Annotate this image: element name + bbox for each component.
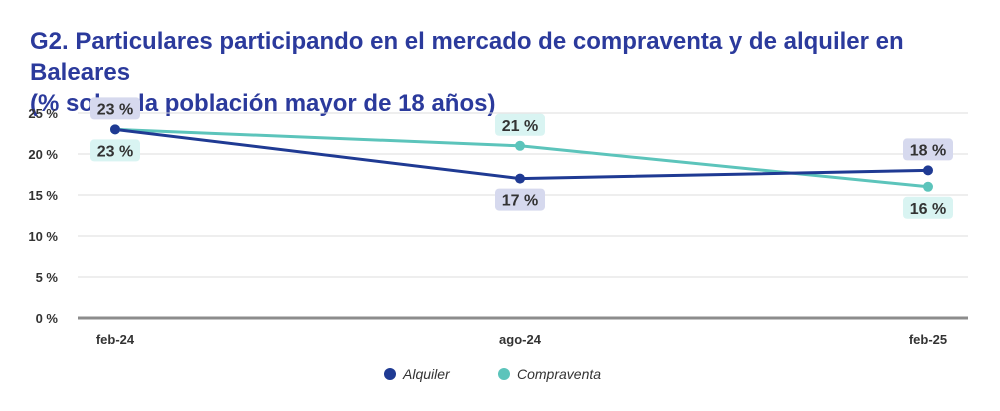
y-tick-label: 25 % xyxy=(28,106,58,121)
data-label-compraventa: 23 % xyxy=(97,143,133,160)
x-tick-label: feb-25 xyxy=(909,332,947,347)
data-label-bg-compraventa xyxy=(495,113,545,136)
y-tick-label: 0 % xyxy=(36,311,59,326)
chart-title-line-1: G2. Particulares participando en el merc… xyxy=(30,28,904,86)
y-tick-label: 10 % xyxy=(28,229,58,244)
data-label-bg-compraventa xyxy=(903,196,953,219)
data-point-alquiler xyxy=(515,173,525,184)
data-point-compraventa xyxy=(515,140,525,151)
data-label-bg-compraventa xyxy=(90,139,140,162)
data-label-bg-alquiler xyxy=(90,97,140,120)
data-label-compraventa: 16 % xyxy=(910,201,946,218)
data-point-alquiler xyxy=(923,165,933,176)
legend-marker-alquiler xyxy=(384,368,396,380)
data-label-bg-alquiler xyxy=(495,188,545,211)
data-label-alquiler: 18 % xyxy=(910,142,946,159)
data-label-alquiler: 17 % xyxy=(502,193,538,210)
legend-label-alquiler: Alquiler xyxy=(402,366,451,382)
legend-label-compraventa: Compraventa xyxy=(517,366,601,382)
data-point-alquiler xyxy=(110,124,120,135)
y-tick-label: 5 % xyxy=(36,270,59,285)
data-label-alquiler: 23 % xyxy=(97,101,133,118)
y-tick-label: 15 % xyxy=(28,188,58,203)
chart-title: G2. Particulares participando en el merc… xyxy=(30,26,970,119)
data-point-compraventa xyxy=(923,181,933,192)
legend-marker-compraventa xyxy=(498,368,510,380)
x-tick-label: feb-24 xyxy=(96,332,135,347)
data-label-bg-alquiler xyxy=(903,138,953,161)
x-tick-label: ago-24 xyxy=(499,332,542,347)
data-label-compraventa: 21 % xyxy=(502,118,538,135)
y-tick-label: 20 % xyxy=(28,147,58,162)
